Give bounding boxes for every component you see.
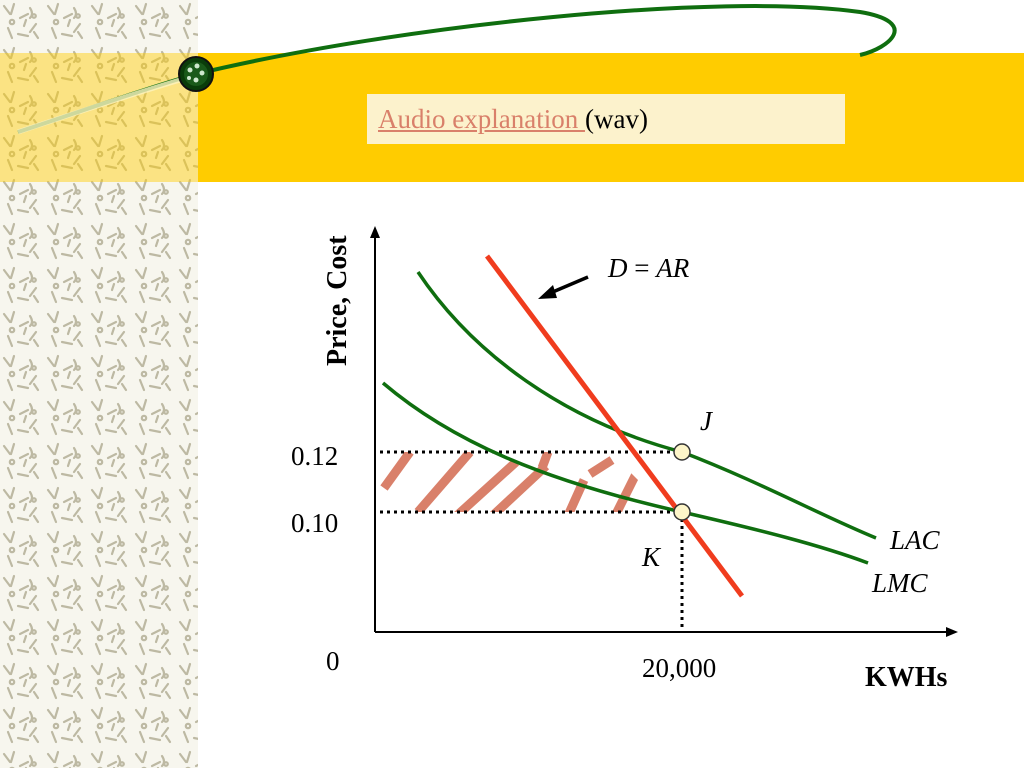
price-high-label: 0.12 — [291, 441, 338, 471]
point-j-label: J — [700, 406, 714, 436]
decorative-swoosh — [17, 4, 897, 134]
point-k-label: K — [641, 542, 662, 572]
green-orb-icon — [178, 56, 214, 92]
point-j-marker — [673, 443, 691, 461]
audio-explanation-box: Audio explanation (wav) — [367, 94, 845, 144]
quantity-label: 20,000 — [642, 653, 716, 683]
price-low-label: 0.10 — [291, 508, 338, 538]
lmc-label: LMC — [871, 568, 929, 598]
origin-label: 0 — [326, 646, 340, 676]
audio-format-label: (wav) — [584, 104, 648, 134]
point-k-marker — [673, 503, 691, 521]
demand-label: D = AR — [607, 253, 690, 283]
y-axis-label: Price, Cost — [322, 235, 353, 366]
arrow-icon — [538, 275, 589, 299]
y-axis-arrowhead — [370, 226, 380, 238]
x-axis-label: KWHs — [865, 662, 948, 693]
decorative-swoosh-tail — [17, 77, 181, 135]
lac-curve — [416, 271, 877, 540]
lac-label: LAC — [889, 525, 941, 555]
demand-curve — [485, 254, 744, 598]
pattern-over-band — [0, 53, 198, 182]
audio-explanation-link[interactable]: Audio explanation — [378, 104, 585, 134]
lmc-curve — [381, 381, 869, 565]
x-axis-arrowhead — [946, 627, 958, 637]
